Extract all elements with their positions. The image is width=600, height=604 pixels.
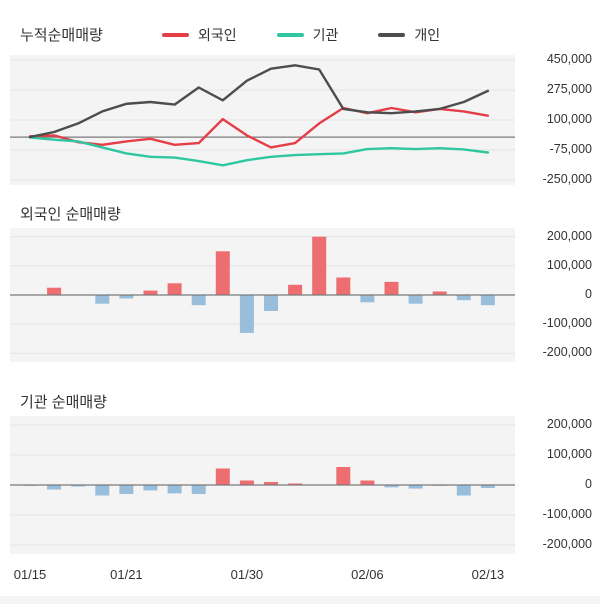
legend-label-foreign: 외국인 — [198, 27, 237, 43]
x-axis-tick-label: 01/30 — [230, 567, 264, 582]
y-axis-tick-label: 450,000 — [546, 52, 592, 67]
legend-item-institution: 기관 — [276, 25, 339, 45]
institution-chart-title: 기관 순매매량 — [20, 394, 107, 411]
y-axis-tick-label: 100,000 — [546, 112, 592, 126]
y-axis-tick-label: -75,000 — [549, 141, 592, 156]
x-axis-tick-label: 01/21 — [110, 567, 143, 582]
individual-line-swatch-icon — [378, 33, 406, 37]
foreign-net-volume-chart — [10, 228, 515, 362]
chart-legend: 외국인 기관 개인 — [162, 25, 440, 45]
institution-line-swatch-icon — [276, 33, 304, 37]
legend-label-individual: 개인 — [414, 27, 441, 43]
y-axis-tick-label: -200,000 — [542, 345, 592, 360]
cumulative-chart-title: 누적순매매량 — [20, 27, 103, 44]
legend-item-foreign: 외국인 — [162, 25, 237, 45]
y-axis-tick-label: 200,000 — [546, 417, 592, 431]
legend-item-individual: 개인 — [378, 25, 440, 45]
foreign-chart-title: 외국인 순매매량 — [20, 206, 121, 223]
y-axis-tick-label: -100,000 — [542, 316, 592, 331]
y-axis-tick-label: 100,000 — [546, 447, 592, 461]
y-axis-tick-label: -100,000 — [542, 507, 592, 521]
x-axis-tick-label: 02/06 — [351, 567, 384, 582]
x-axis-tick-label: 01/15 — [13, 567, 47, 582]
y-axis-tick-label: 200,000 — [546, 228, 592, 243]
y-axis-tick-label: 0 — [585, 287, 592, 301]
y-axis-tick-label: -250,000 — [542, 171, 592, 186]
y-axis-tick-label: 100,000 — [546, 257, 592, 272]
cumulative-net-volume-chart — [10, 55, 515, 185]
y-axis-tick-label: 0 — [585, 477, 592, 491]
y-axis-tick-label: 275,000 — [546, 82, 592, 97]
footer-strip — [0, 596, 600, 604]
x-axis-tick-label: 02/13 — [471, 567, 505, 582]
y-axis-tick-label: -200,000 — [542, 537, 592, 551]
institution-net-volume-chart — [10, 416, 515, 554]
legend-label-institution: 기관 — [312, 27, 339, 43]
foreign-line-swatch-icon — [162, 33, 189, 37]
